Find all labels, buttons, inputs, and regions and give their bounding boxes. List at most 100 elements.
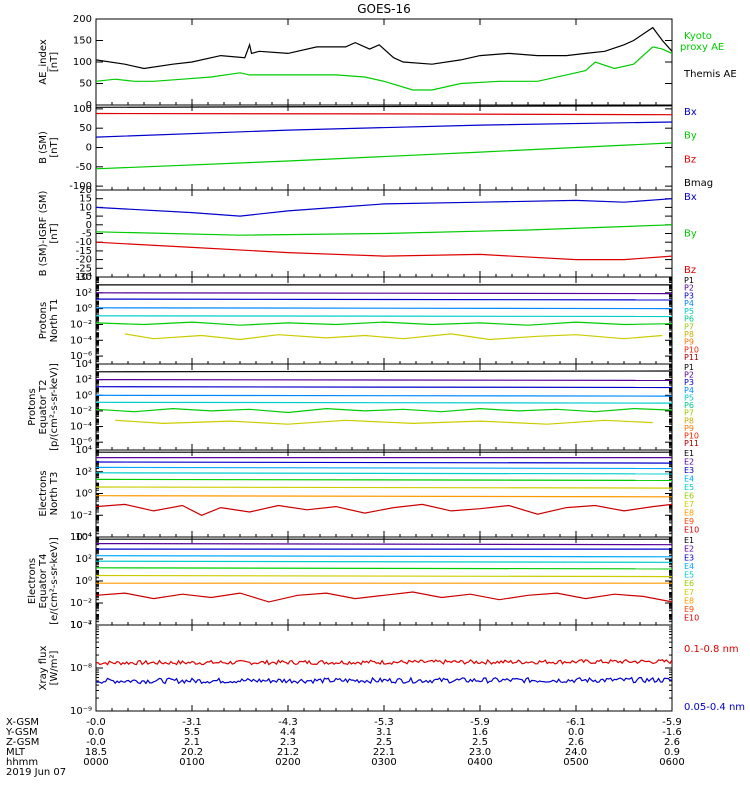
footer-value: -4.3 [278, 717, 298, 728]
footer-value: 4.4 [280, 727, 296, 738]
footer-value: 2.6 [568, 737, 584, 748]
series-E5 [96, 472, 672, 475]
series-P2 [96, 379, 672, 381]
y-tick-label: -20 [76, 255, 92, 266]
legend-E10: E10 [684, 526, 699, 535]
y-axis-label: North T3 [49, 472, 60, 516]
y-tick-label: 150 [73, 36, 92, 47]
panel-pn: 10⁻⁶ 10⁻⁴ 10⁻² 10⁰ 10² 10⁴ Protons North T1 P1P2… [38, 272, 699, 365]
footer-value: 0200 [275, 757, 300, 768]
panel-pe: 10⁻⁶ 10⁻⁴ 10⁻² 10⁰ 10² 10⁴ Protons Equator T2 [p… [27, 359, 699, 451]
legend-E3: E3 [684, 466, 694, 475]
series-0-1-0-8-nm [96, 658, 672, 666]
y-tick-label: 20 [79, 185, 92, 196]
series-Bx [96, 198, 672, 217]
series-P2 [96, 292, 672, 295]
legend-P10: P10 [684, 432, 699, 441]
footer-value: 0500 [563, 757, 588, 768]
y-tick-label: 50 [79, 123, 92, 134]
legend-line: Kyoto [684, 31, 712, 42]
footer-value: 0.0 [568, 727, 584, 738]
legend-P4: P4 [684, 299, 694, 308]
y-tick-label: 5 [86, 211, 92, 222]
y-tick-label: 10⁻² [70, 510, 92, 521]
footer-value: 0300 [371, 757, 396, 768]
footer-value: 2.6 [664, 737, 680, 748]
series-By [96, 142, 672, 170]
y-tick-label: 0 [86, 100, 92, 111]
panel-frame [95, 624, 673, 712]
legend-E5: E5 [684, 483, 694, 492]
panel-ee: 10⁻⁴ 10⁻² 10⁰ 10² 10⁴ Electrons Equator T4 [e/(… [27, 532, 699, 631]
y-axis-label: [p/(cm²-s-sr-keV)] [49, 363, 60, 451]
y-axis-label: North T1 [49, 299, 60, 343]
y-tick-label: 10⁻⁸ [70, 663, 92, 674]
y-tick-label: -5 [82, 229, 92, 240]
footer-value: 2.5 [376, 737, 392, 748]
series-P7 [115, 419, 653, 425]
y-tick-label: 10⁻⁴ [70, 422, 92, 433]
series-Bx [96, 121, 672, 138]
legend-P8: P8 [684, 416, 694, 425]
y-tick-label: 15 [79, 194, 92, 205]
legend-P9: P9 [684, 338, 694, 347]
series-P4 [96, 394, 672, 397]
series-P5 [96, 401, 672, 404]
footer-value: 0600 [659, 757, 684, 768]
ephemeris-footer: X-GSMY-GSMZ-GSMMLThhmm-0.00.0-0.018.5000… [5, 717, 685, 768]
footer-value: 1.6 [472, 727, 488, 738]
footer-row-label: MLT [6, 747, 26, 758]
y-axis-label: Electrons [27, 558, 38, 604]
y-tick-label: 10² [75, 375, 92, 386]
y-tick-label: -50 [76, 162, 92, 173]
panel-ae: 0 50 100 150 200 AE_index [nT] Kyoto proxy AE The… [38, 14, 737, 111]
series-P6 [96, 321, 672, 326]
legend-P2: P2 [684, 284, 694, 293]
series-E9 [96, 591, 672, 603]
y-tick-label: 10⁰ [75, 304, 92, 315]
footer-value: 21.2 [277, 747, 299, 758]
y-tick-label: 10⁻⁹ [70, 706, 92, 717]
footer-value: 0100 [179, 757, 204, 768]
footer-value: -5.9 [470, 717, 490, 728]
y-tick-label: 10² [75, 554, 92, 565]
y-tick-label: 10⁴ [75, 359, 92, 370]
legend-E9: E9 [684, 605, 694, 614]
footer-value: 0000 [83, 757, 108, 768]
y-tick-label: 10 [79, 202, 92, 213]
footer-value: 5.5 [184, 727, 200, 738]
legend-E10: E10 [684, 614, 699, 623]
y-axis-label: AE_index [38, 39, 49, 85]
legend-line: proxy AE [680, 42, 724, 53]
series-Bz [96, 241, 672, 261]
legend-P6: P6 [684, 401, 694, 410]
footer-value: 2.1 [184, 737, 200, 748]
series-Kyoto-proxy-AE [96, 46, 672, 91]
panel-bsm: -100 -50 0 50 100 B (SM) [nT] Bx By Bz Bmag [38, 104, 713, 192]
legend-Themis-AE: Themis AE [683, 69, 737, 80]
legend-P1: P1 [684, 363, 694, 372]
y-axis-label: B (SM) [38, 131, 49, 164]
y-tick-label: 10⁻⁶ [70, 437, 92, 448]
series-P6 [96, 407, 672, 414]
y-tick-label: 100 [73, 104, 92, 115]
y-tick-label: 10⁴ [75, 272, 92, 283]
series-P7 [124, 333, 663, 341]
footer-value: 18.5 [85, 747, 107, 758]
series-E4 [96, 466, 672, 470]
legend-P5: P5 [684, 393, 694, 402]
footer-row-label: Y-GSM [5, 727, 38, 738]
y-tick-label: -10 [76, 237, 92, 248]
y-axis-label: [e/(cm²-s-sr-keV)] [49, 537, 60, 625]
legend-0-1-0-8-nm: 0.1-0.8 nm [684, 644, 739, 655]
legend-E2: E2 [684, 458, 694, 467]
footer-value: 0.0 [88, 727, 104, 738]
legend-Bmag: Bmag [684, 178, 713, 189]
footer-value: -5.9 [662, 717, 682, 728]
footer-value: 24.0 [565, 747, 587, 758]
y-tick-label: 10⁻⁴ [70, 335, 92, 346]
